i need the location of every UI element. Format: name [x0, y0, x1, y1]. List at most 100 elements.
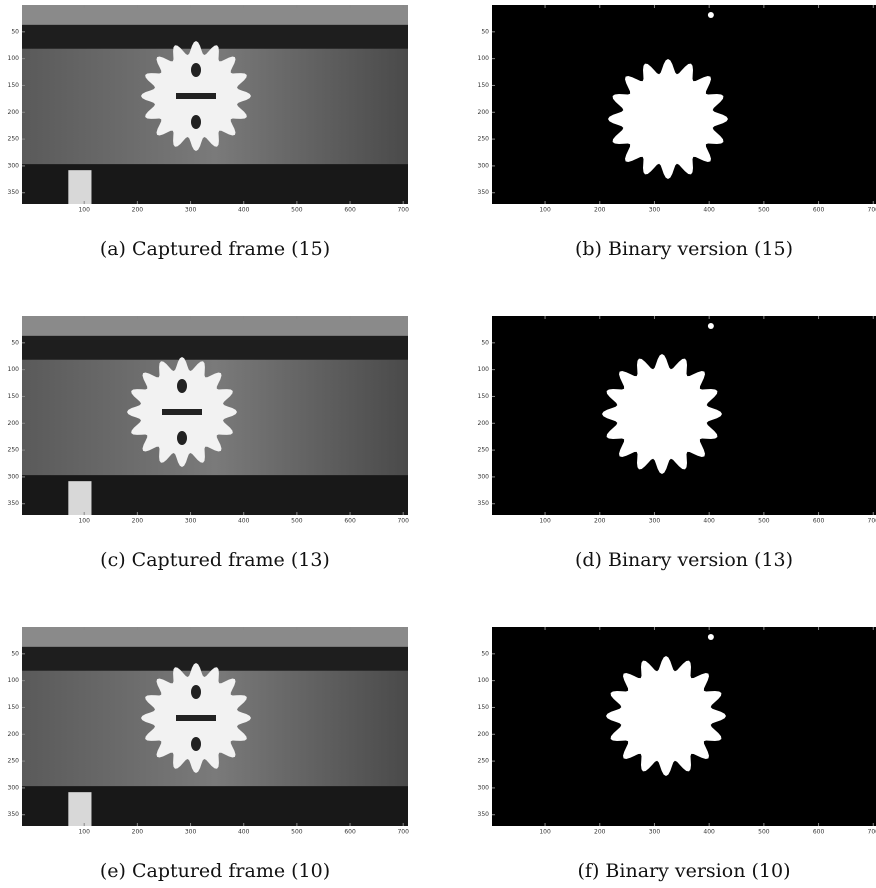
- x-tick-label: 400: [703, 829, 715, 836]
- speck: [708, 634, 714, 640]
- x-tick-label: 200: [132, 829, 144, 836]
- y-tick-label: 250: [8, 447, 20, 454]
- y-tick-label: 300: [478, 784, 490, 791]
- caption: (f) Binary version (10): [578, 860, 791, 882]
- y-tick-label: 350: [8, 189, 20, 196]
- gear-hole: [191, 63, 201, 77]
- y-tick-label: 250: [478, 136, 490, 143]
- x-tick-label: 100: [539, 207, 551, 214]
- y-tick-label: 100: [8, 366, 20, 373]
- y-tick-label: 50: [11, 339, 19, 346]
- gear-hole: [191, 115, 201, 129]
- x-tick-label: 300: [185, 518, 197, 525]
- x-tick-label: 200: [594, 518, 606, 525]
- x-tick-label: 300: [185, 829, 197, 836]
- gear-hole: [191, 685, 201, 699]
- x-tick-label: 700: [397, 518, 409, 525]
- y-tick-label: 350: [478, 500, 490, 507]
- image-dark-band: [22, 647, 408, 671]
- y-tick-label: 50: [11, 650, 19, 657]
- y-tick-label: 200: [8, 109, 20, 116]
- y-tick-label: 250: [478, 447, 490, 454]
- y-tick-label: 300: [8, 473, 20, 480]
- x-tick-label: 400: [238, 207, 250, 214]
- x-tick-label: 700: [868, 829, 876, 836]
- image-dark-band: [22, 25, 408, 49]
- x-tick-label: 300: [185, 207, 197, 214]
- x-tick-label: 100: [78, 829, 90, 836]
- gear-slot: [176, 93, 216, 99]
- x-tick-label: 200: [594, 207, 606, 214]
- y-tick-label: 150: [478, 393, 490, 400]
- y-tick-label: 100: [478, 55, 490, 62]
- panel: 1002003004005006007005010015020025030035…: [478, 316, 876, 571]
- y-tick-label: 150: [8, 82, 20, 89]
- y-tick-label: 300: [8, 784, 20, 791]
- gear-hole: [191, 737, 201, 751]
- y-tick-label: 150: [8, 393, 20, 400]
- y-tick-label: 50: [481, 650, 489, 657]
- gear-hole: [177, 431, 187, 445]
- x-tick-label: 500: [758, 829, 770, 836]
- x-tick-label: 400: [238, 829, 250, 836]
- y-tick-label: 150: [8, 704, 20, 711]
- figure: 100 200 300 400 500 600 700 50 100 150 200 250 300 35…: [0, 0, 876, 888]
- y-tick-label: 250: [478, 758, 490, 765]
- caption: (e) Captured frame (10): [100, 860, 330, 882]
- y-tick-label: 350: [8, 500, 20, 507]
- x-tick-label: 300: [649, 207, 661, 214]
- y-tick-label: 50: [11, 28, 19, 35]
- image-block: [68, 170, 91, 204]
- y-tick-label: 350: [478, 189, 490, 196]
- caption: (c) Captured frame (13): [100, 549, 330, 571]
- y-tick-label: 200: [8, 731, 20, 738]
- speck: [708, 12, 714, 18]
- y-tick-label: 200: [8, 420, 20, 427]
- y-tick-label: 300: [8, 162, 20, 169]
- x-tick-label: 500: [291, 518, 303, 525]
- x-tick-label: 400: [238, 518, 250, 525]
- x-tick-label: 300: [649, 829, 661, 836]
- caption: (b) Binary version (15): [575, 238, 793, 260]
- gear: [608, 59, 728, 179]
- y-tick-label: 200: [478, 731, 490, 738]
- panel: 1002003004005006007005010015020025030035…: [478, 627, 876, 882]
- x-tick-label: 100: [78, 207, 90, 214]
- x-tick-label: 600: [344, 518, 356, 525]
- x-tick-label: 500: [291, 829, 303, 836]
- gear-slot: [176, 715, 216, 721]
- x-tick-label: 600: [344, 207, 356, 214]
- caption: (a) Captured frame (15): [100, 238, 330, 260]
- x-tick-label: 400: [703, 207, 715, 214]
- y-tick-label: 50: [481, 339, 489, 346]
- gear: [606, 656, 726, 776]
- x-tick-label: 100: [78, 518, 90, 525]
- gear-slot: [162, 409, 202, 415]
- y-tick-label: 100: [478, 366, 490, 373]
- x-tick-label: 600: [813, 829, 825, 836]
- y-tick-label: 200: [478, 420, 490, 427]
- y-tick-label: 150: [478, 82, 490, 89]
- x-tick-label: 700: [397, 207, 409, 214]
- y-tick-label: 250: [8, 136, 20, 143]
- x-tick-label: 200: [594, 829, 606, 836]
- gear-hole: [177, 379, 187, 393]
- y-tick-label: 50: [481, 28, 489, 35]
- x-tick-label: 500: [758, 518, 770, 525]
- y-tick-label: 100: [8, 55, 20, 62]
- image-block: [68, 481, 91, 515]
- y-tick-label: 250: [8, 758, 20, 765]
- y-tick-label: 350: [478, 811, 490, 818]
- x-tick-label: 100: [539, 518, 551, 525]
- panel: 1002003004005006007005010015020025030035…: [478, 5, 876, 260]
- y-tick-label: 150: [478, 704, 490, 711]
- image-block: [68, 792, 91, 826]
- x-tick-label: 100: [539, 829, 551, 836]
- x-tick-label: 500: [758, 207, 770, 214]
- x-tick-label: 500: [291, 207, 303, 214]
- caption: (d) Binary version (13): [575, 549, 793, 571]
- y-tick-label: 200: [478, 109, 490, 116]
- x-tick-label: 200: [132, 518, 144, 525]
